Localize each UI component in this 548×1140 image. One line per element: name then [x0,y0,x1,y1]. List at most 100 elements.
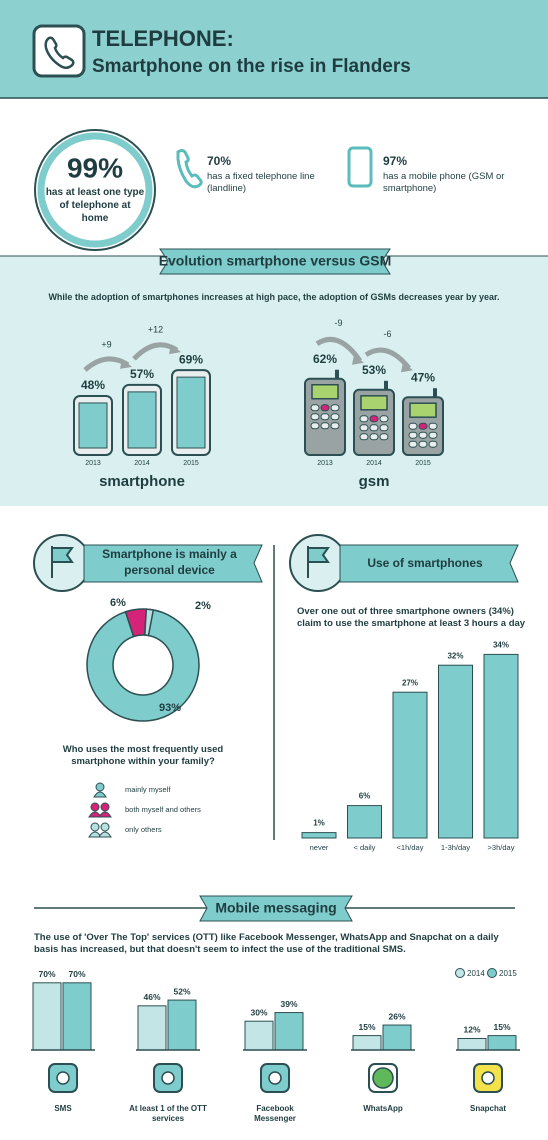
header-subtitle: Smartphone on the rise in Flanders [92,56,411,77]
ribbon [83,544,263,583]
phone-key [379,415,389,423]
legend-label: only others [125,825,162,834]
evolution-band [0,256,548,506]
stat-label: has at least one type of telephone at ho… [45,187,145,224]
category-label: Snapchat [469,1104,506,1113]
bar [392,691,428,839]
phone-key [359,424,369,432]
value-label: 6% [359,792,371,801]
category-label: WhatsApp [363,1104,403,1113]
phone-key [310,404,320,412]
phone-key [320,404,330,412]
year-label: 2013 [317,460,333,467]
header-title: TELEPHONE: [92,26,234,51]
chart-subtitle: Over one out of three smartphone owners … [297,606,526,630]
phone-key [330,422,340,430]
value-label: 26% [388,1011,405,1021]
value-label: 69% [179,352,203,366]
section-title: Mobile messaging [215,900,336,916]
bar [62,982,92,1051]
pie-slice [86,608,200,722]
phone-screen [176,376,206,449]
header-band [0,0,548,98]
category-label: never [310,843,329,852]
value-label: 57% [130,367,154,381]
phone-key [359,415,369,423]
value-label: 27% [402,678,418,687]
intro-text: While the adoption of smartphones increa… [48,292,500,302]
phone-key [418,422,428,430]
value-label: 46% [143,992,160,1002]
section-title: Smartphone is mainly a personal device [102,547,237,577]
category-label: < daily [354,843,376,852]
bar [352,1035,382,1051]
stat-value: 70% [207,154,231,168]
legend-icon [90,822,100,832]
bar [167,999,197,1051]
app-icon-glyph [268,1071,282,1085]
phone-key [428,440,438,448]
stat-ring-outer [34,129,156,251]
app-icon-glyph [56,1071,70,1085]
stat-label: has a mobile phone (GSM or smartphone) [383,171,505,195]
value-label: 12% [463,1025,480,1035]
change-label: -9 [334,318,342,328]
legend-label: both myself and others [125,805,201,814]
phone-key [418,431,428,439]
phone-key [369,415,379,423]
value-label: 1% [313,819,325,828]
pie-slice [143,608,155,637]
bar [438,664,473,839]
phone-key [418,440,428,448]
value-label: 53% [362,363,386,377]
phone-key [379,424,389,432]
stat-label: has a fixed telephone line (landline) [207,171,315,195]
year-label: 2013 [85,460,101,467]
flag-icon [307,546,330,578]
legend-swatch [487,968,497,978]
legend-icon [93,791,107,798]
bar [32,982,62,1051]
category-label: >3h/day [488,843,515,852]
phone-key [359,433,369,441]
category-label: <1h/day [397,843,424,852]
phone-screen [360,395,388,411]
pie-label: 2% [195,600,211,612]
legend-icon [90,802,100,812]
year-label: 2015 [183,460,199,467]
category-label: SMS [54,1104,72,1113]
question: Who uses the most frequently used smartp… [62,744,224,768]
value-label: 32% [447,651,463,660]
value-label: 48% [81,378,105,392]
category-label: At least 1 of the OTT services [129,1104,207,1124]
arrow-head [352,354,364,365]
year-label: 2014 [134,460,150,467]
app-icon-glyph [161,1071,175,1085]
legend-swatch [455,968,465,978]
phone-key [408,431,418,439]
value-label: 39% [280,999,297,1009]
phone-screen [311,383,339,400]
year-label: 2015 [415,460,431,467]
value-label: 70% [68,969,85,979]
bar [487,1035,517,1051]
legend-icon [98,811,112,818]
phone-key [379,433,389,441]
value-label: 15% [358,1022,375,1032]
phone-key [369,424,379,432]
phone-key [428,422,438,430]
phone-key [408,422,418,430]
value-label: 62% [313,352,337,366]
bar [274,1012,304,1051]
legend-icon [100,822,110,832]
category-label: Facebook Messenger [254,1104,296,1124]
phone-icon-box [32,24,86,78]
stat-ring [37,132,153,248]
change-label: +9 [101,339,111,349]
bar [382,1024,412,1051]
change-label: +12 [148,325,163,335]
phone-key [310,422,320,430]
change-arrow [364,347,411,370]
pie-label: 93% [159,702,181,714]
